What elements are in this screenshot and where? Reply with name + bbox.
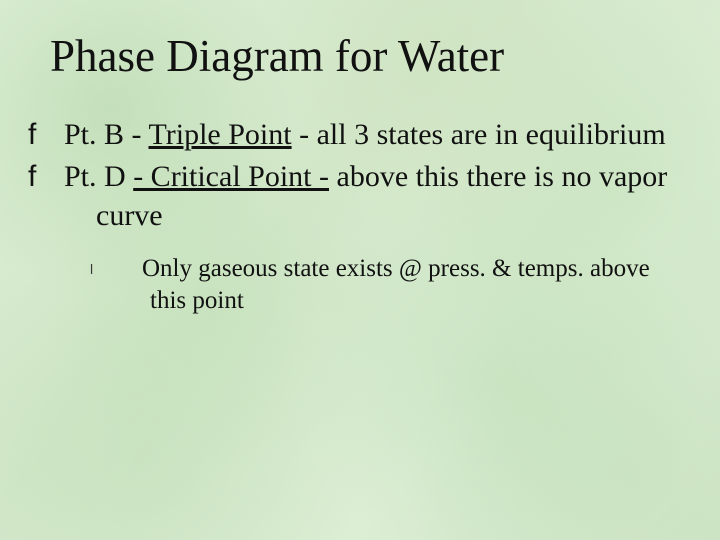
subbullet-item: lOnly gaseous state exists @ press. & te… [120, 253, 670, 317]
subbullet-icon: l [120, 261, 142, 279]
bullet-list-level1: fPt. B - Triple Point - all 3 states are… [50, 116, 670, 317]
slide: Phase Diagram for Water fPt. B - Triple … [0, 0, 720, 540]
bullet-list-level2: lOnly gaseous state exists @ press. & te… [62, 253, 670, 317]
bullet-text: Pt. D - Critical Point - above this ther… [64, 160, 667, 231]
slide-title: Phase Diagram for Water [50, 30, 670, 82]
bullet-text: Pt. B - Triple Point - all 3 states are … [64, 118, 666, 151]
subbullet-text: Only gaseous state exists @ press. & tem… [142, 255, 650, 314]
bullet-item-triple-point: fPt. B - Triple Point - all 3 states are… [62, 116, 670, 154]
bullet-item-critical-point: fPt. D - Critical Point - above this the… [62, 158, 670, 235]
